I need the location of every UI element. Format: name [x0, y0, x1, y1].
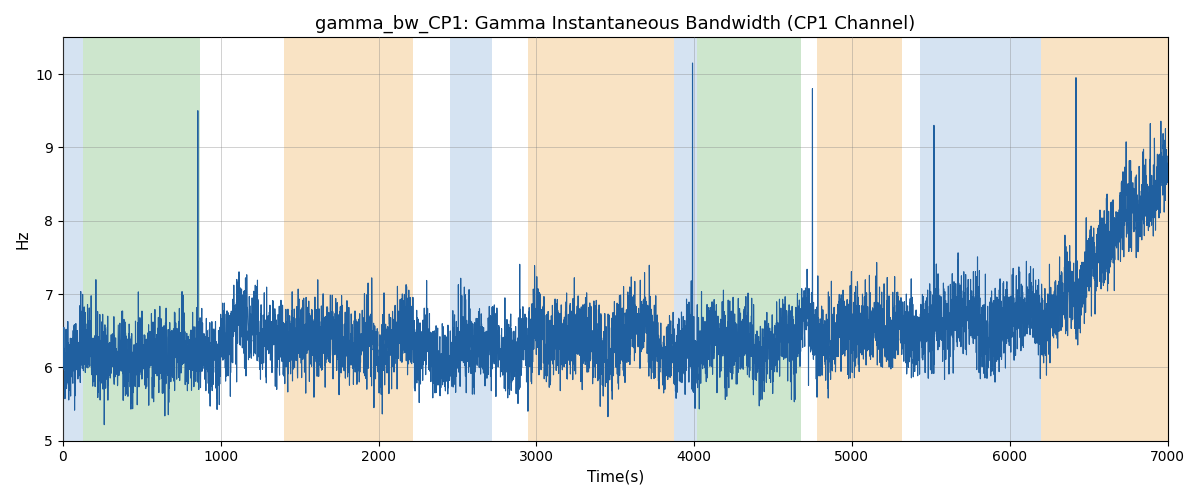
Bar — [919, 38, 1042, 440]
Bar — [84, 38, 200, 440]
Y-axis label: Hz: Hz — [16, 230, 30, 249]
Bar — [673, 38, 697, 440]
Bar — [1042, 38, 1168, 440]
Bar — [62, 38, 84, 440]
Bar — [817, 38, 902, 440]
Title: gamma_bw_CP1: Gamma Instantaneous Bandwidth (CP1 Channel): gamma_bw_CP1: Gamma Instantaneous Bandwi… — [316, 15, 916, 34]
Bar — [450, 38, 492, 440]
Bar — [528, 38, 673, 440]
Bar — [697, 38, 802, 440]
Bar — [284, 38, 413, 440]
X-axis label: Time(s): Time(s) — [587, 470, 644, 485]
